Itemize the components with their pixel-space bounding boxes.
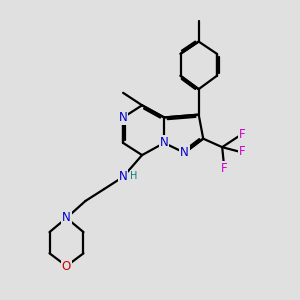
Text: F: F: [221, 162, 227, 175]
Text: F: F: [239, 146, 245, 158]
Text: N: N: [160, 136, 169, 149]
Text: H: H: [130, 171, 138, 181]
Text: F: F: [239, 128, 245, 142]
Text: N: N: [180, 146, 189, 159]
Text: N: N: [119, 170, 128, 183]
Text: N: N: [119, 111, 128, 124]
Text: N: N: [62, 212, 71, 224]
Text: O: O: [62, 260, 71, 273]
